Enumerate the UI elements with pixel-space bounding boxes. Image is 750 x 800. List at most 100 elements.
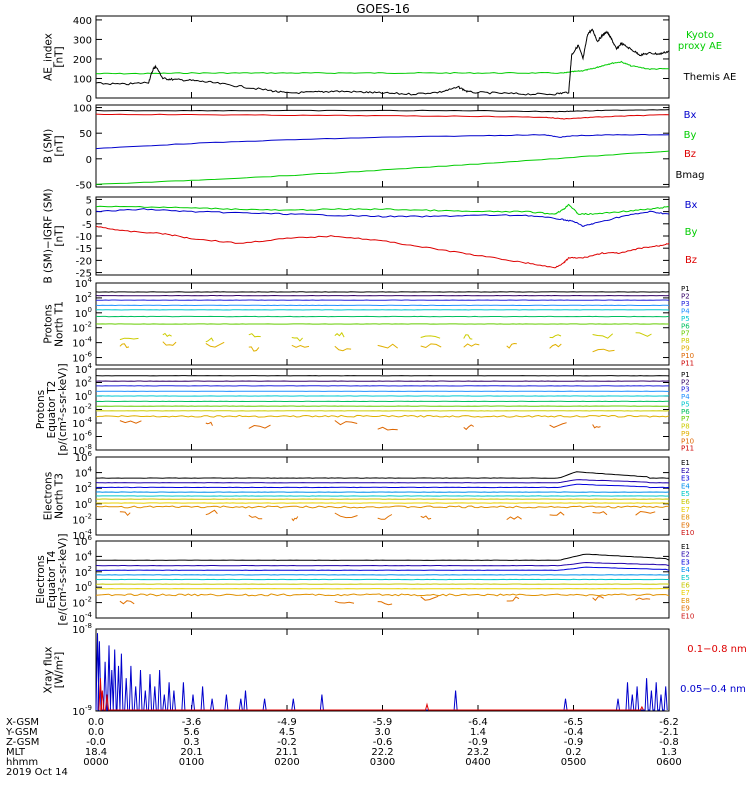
legend-entry: Bx	[685, 200, 698, 211]
y-axis-label: [nT]	[54, 135, 66, 156]
y-tick-label: -50	[76, 180, 92, 191]
legend-entry: E10	[681, 612, 694, 620]
y-axis-label: B (SM)	[43, 129, 55, 163]
y-tick-label: 10-2	[72, 596, 92, 610]
ephemeris-row-label: X-GSM	[6, 717, 39, 728]
ephemeris-value: 1.4	[470, 727, 486, 738]
y-axis-label: [p/(cm²-s-sr-keV)]	[57, 363, 69, 455]
legend-entry: P1	[681, 371, 690, 379]
legend-entry: P2	[681, 292, 690, 300]
legend-entry: E9	[681, 521, 690, 529]
legend-entry: E4	[681, 482, 690, 490]
legend-entry: P11	[681, 445, 694, 453]
legend-entry: E7	[681, 589, 690, 597]
y-tick-label: 100	[75, 389, 92, 403]
flux-series-dashed	[291, 344, 310, 348]
ephemeris-value: 20.1	[180, 747, 202, 758]
flux-series-dashed	[119, 420, 142, 424]
y-tick-label: 102	[75, 376, 92, 390]
y-axis-label: North T3	[54, 473, 66, 519]
y-axis-label: B (SM)−IGRF (SM)	[43, 188, 55, 283]
ephemeris-value: 18.4	[85, 747, 107, 758]
legend-entry: E9	[681, 605, 690, 613]
legend-entry: E3	[681, 558, 690, 566]
legend-entry: E3	[681, 475, 690, 483]
ephemeris-value: -0.0	[86, 737, 106, 748]
flux-series-dashed	[549, 343, 562, 349]
b-igrf-series-line	[95, 208, 670, 227]
b-sm-series-line	[95, 113, 670, 120]
flux-series-line	[95, 505, 670, 509]
y-tick-label: 10-2	[72, 403, 92, 417]
y-tick-label: 10-9	[72, 704, 92, 718]
y-axis-label: Protons	[43, 304, 55, 343]
flux-series-dashed	[592, 424, 601, 429]
flux-series-dashed	[635, 597, 651, 601]
flux-series-dashed	[377, 601, 393, 606]
ephemeris-value: 0.2	[566, 747, 582, 758]
flux-series-dashed	[549, 511, 565, 516]
y-axis-label: North T1	[54, 301, 66, 347]
y-axis-label: Protons	[35, 390, 47, 429]
legend-entry: E1	[681, 543, 690, 551]
flux-series-dashed	[592, 348, 615, 353]
flux-series-line	[95, 593, 670, 597]
ephemeris-value: -6.5	[564, 717, 584, 728]
legend-entry: E2	[681, 467, 690, 475]
flux-series-dashed	[205, 421, 213, 426]
flux-series-dashed	[420, 515, 432, 520]
y-tick-label: 10-4	[72, 336, 92, 350]
ephemeris-value: 0300	[370, 757, 395, 768]
legend-entry: Bz	[684, 149, 696, 160]
flux-series-dashed	[549, 334, 562, 339]
y-tick-label: 102	[75, 565, 92, 579]
legend-entry: P2	[681, 378, 690, 386]
flux-series-dashed	[334, 331, 345, 338]
y-axis-label: Electrons	[43, 472, 55, 521]
y-tick-label: -15	[76, 244, 92, 255]
flux-series-dashed	[334, 420, 358, 426]
ephemeris-value: 0500	[561, 757, 586, 768]
flux-series-dashed	[592, 511, 608, 516]
legend-entry: P3	[681, 386, 690, 394]
flux-series-dashed	[420, 343, 442, 349]
y-tick-label: 10-2	[72, 321, 92, 335]
flux-series-dashed	[205, 509, 218, 516]
legend-entry: P8	[681, 423, 690, 431]
legend-xray-long: 0.1−0.8 nm	[687, 644, 746, 655]
b-sm-series-line	[95, 134, 670, 150]
legend-entry: E10	[681, 529, 694, 537]
legend-entry: E2	[681, 551, 690, 559]
y-tick-label: 104	[75, 549, 93, 563]
legend-entry: P7	[681, 415, 690, 423]
y-axis-label: Xray flux	[43, 647, 55, 694]
y-tick-label: 5	[86, 195, 92, 206]
legend-entry: E8	[681, 597, 690, 605]
y-tick-label: 100	[73, 74, 92, 85]
legend-entry: Bz	[685, 255, 697, 266]
y-tick-label: -10	[76, 232, 92, 243]
ephemeris-row-label: Z-GSM	[6, 737, 39, 748]
ephemeris-value: 0400	[465, 757, 490, 768]
flux-series-dashed	[205, 341, 225, 348]
flux-series-dashed	[334, 600, 355, 604]
legend-kyoto: Kyoto	[686, 30, 714, 41]
flux-series-dashed	[119, 343, 130, 349]
flux-series-line	[95, 561, 670, 567]
y-tick-label: -20	[76, 256, 92, 267]
y-tick-label: 104	[75, 276, 93, 290]
flux-series-dashed	[377, 343, 399, 349]
legend-kyoto: proxy AE	[678, 41, 722, 52]
flux-series-line	[96, 471, 670, 479]
legend-entry: P7	[681, 330, 690, 338]
y-tick-label: 10-2	[72, 512, 92, 526]
ephemeris-value: 0600	[656, 757, 681, 768]
y-tick-label: -5	[82, 220, 92, 231]
y-tick-label: 104	[75, 362, 93, 376]
plot-title: GOES-16	[356, 2, 410, 16]
flux-series-line	[96, 566, 670, 571]
y-tick-label: 100	[75, 497, 92, 511]
legend-entry: P11	[681, 360, 694, 368]
y-tick-label: 200	[73, 55, 92, 66]
legend-entry: Bmag	[675, 170, 704, 181]
